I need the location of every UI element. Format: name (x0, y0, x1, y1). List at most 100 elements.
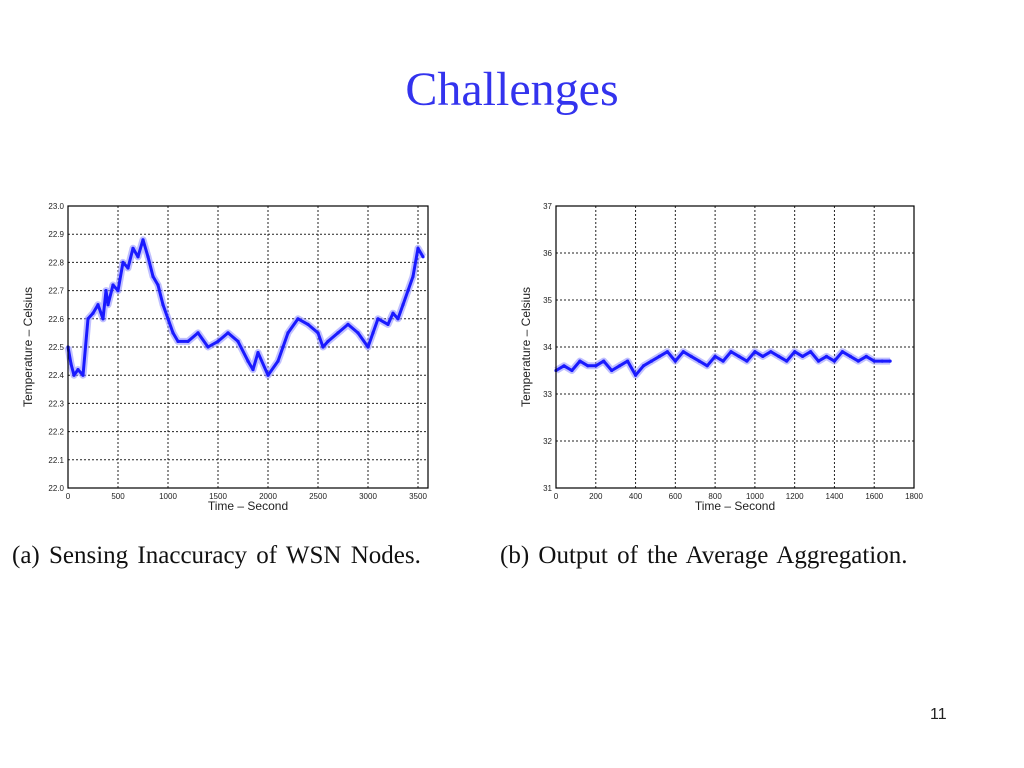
data-point (346, 322, 350, 326)
chart-b-svg: 0 200 400 600 800 1000 1200 1400 1600 1800 31 32 33 3… (519, 202, 923, 513)
y-tick-label: 35 (543, 296, 552, 305)
y-tick-label: 22.4 (48, 371, 64, 380)
data-point (872, 359, 876, 363)
data-point (610, 368, 614, 373)
data-point (602, 359, 606, 363)
data-point (151, 274, 155, 279)
data-point (216, 339, 220, 343)
data-point (401, 303, 405, 307)
data-point (785, 359, 789, 363)
data-point (729, 350, 733, 354)
x-tick-label: 2500 (309, 492, 327, 501)
data-point (737, 354, 741, 358)
data-point (416, 246, 420, 250)
data-point (864, 354, 868, 358)
data-point (226, 331, 230, 335)
y-tick-label: 22.8 (48, 258, 64, 267)
data-point (72, 373, 76, 377)
data-point (236, 339, 240, 343)
y-axis-label: Temperature – Celsius (21, 287, 35, 407)
data-point (824, 354, 829, 358)
y-axis-label: Temperature – Celsius (519, 287, 533, 407)
plot-frame (555, 205, 915, 489)
plot-area (556, 206, 914, 488)
x-tick-label: 2000 (259, 492, 277, 501)
data-point (793, 350, 797, 354)
data-point (104, 289, 108, 293)
plot-frame (67, 205, 429, 489)
data-point (665, 350, 669, 354)
data-point (769, 350, 773, 354)
data-point (91, 311, 95, 315)
data-point (634, 373, 638, 377)
y-tick-label: 23.0 (48, 202, 64, 211)
data-point (96, 303, 100, 307)
data-point (186, 339, 190, 343)
data-point (166, 317, 170, 321)
x-tick-label: 3500 (409, 492, 427, 501)
data-point (705, 364, 709, 368)
x-tick-label: 200 (589, 492, 603, 501)
data-point (411, 274, 415, 279)
data-point (832, 359, 836, 363)
chart-average-aggregation: 0 200 400 600 800 1000 1200 1400 1600 1800 31 32 33 3… (516, 196, 936, 522)
data-point (356, 331, 360, 335)
data-point (121, 260, 125, 264)
data-point (753, 350, 757, 354)
chart-a-svg: 0 500 1000 1500 2000 2500 3000 3500 22.0 22.1 22.2… (21, 202, 429, 513)
y-tick-label: 36 (543, 249, 552, 258)
x-tick-label: 0 (66, 492, 71, 501)
y-tick-label: 22.3 (48, 399, 64, 408)
data-point (777, 354, 781, 358)
x-tick-label: 1400 (826, 492, 844, 501)
y-tick-label: 22.5 (48, 343, 64, 352)
data-point (141, 238, 145, 242)
data-point (396, 317, 400, 321)
data-point (126, 266, 130, 270)
x-axis-label: Time – Second (208, 499, 288, 513)
data-point (171, 331, 175, 335)
data-point (570, 368, 574, 373)
y-tick-label: 22.0 (48, 484, 64, 493)
y-tick-label: 22.9 (48, 230, 64, 239)
x-tick-label: 1800 (905, 492, 923, 501)
data-point (281, 345, 285, 349)
data-point (816, 359, 821, 363)
data-point (106, 303, 110, 307)
data-point (86, 317, 90, 321)
data-point (689, 354, 693, 358)
data-point (316, 331, 320, 335)
x-tick-label: 1000 (159, 492, 177, 501)
data-point (761, 354, 765, 358)
y-tick-label: 34 (543, 343, 552, 352)
page-number: 11 (930, 706, 947, 723)
data-point (376, 317, 380, 321)
data-point (880, 359, 884, 363)
data-point (681, 350, 685, 354)
data-point (196, 331, 200, 335)
caption-b: (b) Output of the Average Aggregation. (500, 542, 908, 569)
data-point (266, 373, 270, 377)
data-point (206, 345, 210, 349)
data-point (641, 364, 646, 368)
data-point (673, 359, 677, 363)
data-point (131, 246, 135, 250)
caption-a: (a) Sensing Inaccuracy of WSN Nodes. (12, 542, 421, 569)
data-point (562, 364, 566, 368)
data-point (371, 331, 375, 335)
x-axis-label: Time – Second (695, 499, 775, 513)
data-point (156, 283, 160, 287)
data-point (801, 354, 805, 358)
data-point (594, 364, 598, 368)
chart-sensing-inaccuracy: 0 500 1000 1500 2000 2500 3000 3500 22.0 22.1 22.2… (18, 196, 446, 522)
x-tick-label: 1500 (209, 492, 227, 501)
data-point (657, 354, 661, 358)
data-point (391, 311, 395, 315)
data-point (116, 289, 120, 293)
data-point (256, 351, 260, 355)
y-tick-label: 31 (543, 484, 552, 493)
data-point (745, 359, 749, 363)
y-tick-label: 33 (543, 390, 552, 399)
x-tick-label: 3000 (359, 492, 377, 501)
data-point (136, 255, 140, 259)
